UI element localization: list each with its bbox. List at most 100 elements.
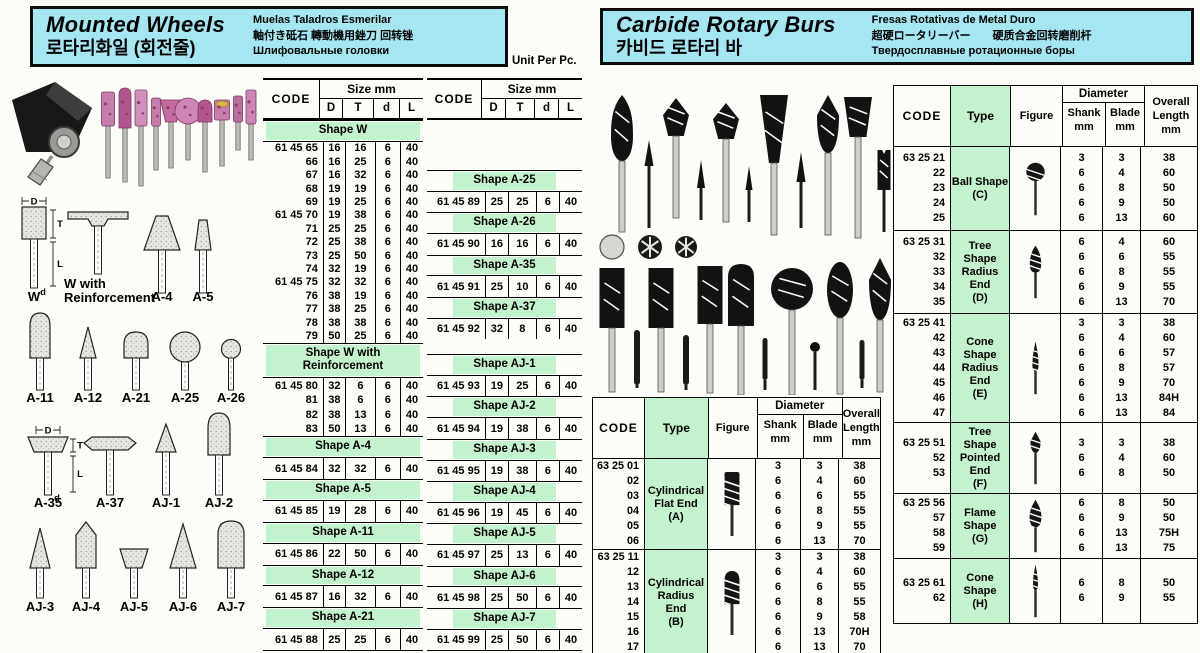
shape-diagram-label: AJ-4 — [72, 599, 101, 614]
shape-band-title: Shape A-25 — [453, 172, 556, 190]
dim-cell: 6 — [374, 315, 400, 330]
dimension-lines — [21, 197, 56, 287]
group-type-cell: Cylindrical Flat End (A) — [644, 459, 707, 549]
type-line: (E) — [972, 387, 988, 400]
dim-cell: 25 — [507, 375, 536, 397]
type-line: End — [665, 602, 687, 615]
diameter-subheaders: Shank mm Blade mm — [1063, 103, 1144, 146]
size-row: 74 32 19 6 40 — [263, 262, 423, 276]
dim-cell: 16 — [322, 586, 345, 608]
code-cell: 05 — [626, 520, 639, 532]
left-subtitle-spanish: Muelas Taladros Esmerilar — [252, 13, 392, 26]
dim-cell: 6 — [344, 378, 375, 393]
code-cell: 68 — [305, 182, 318, 195]
right-title: Carbide Rotary Burs — [616, 12, 836, 38]
value-cell: 70 — [853, 641, 866, 653]
code-cell: 03 — [626, 490, 639, 502]
shape-diagram: AJ-7 — [217, 520, 245, 614]
group-code-column: 63 25 51 52 53 — [894, 423, 950, 493]
type-line: Shape — [963, 519, 997, 532]
value-cell: 6 — [774, 626, 782, 638]
value-cell: 8 — [816, 596, 823, 608]
dim-cell: 6 — [535, 276, 559, 297]
type-line: Radius — [657, 589, 695, 602]
value-cell: 38 — [1162, 316, 1176, 329]
value-cell: 6 — [1078, 182, 1085, 194]
right-title-korean: 카비드 로타리 바 — [616, 38, 742, 59]
dim-cell: 8 — [507, 318, 536, 340]
shape-section-band: Shape AJ-5 — [427, 523, 582, 546]
value-cell: 55 — [853, 490, 866, 502]
code-cell: 25 — [932, 212, 945, 224]
group-figure-cell — [707, 459, 755, 549]
type-line: (F) — [972, 477, 988, 490]
group-figure-cell — [707, 550, 755, 653]
shape-diagram-label: AJ-5 — [120, 599, 148, 614]
value-cell: 9 — [816, 611, 823, 623]
shape-section-band: Shape W — [263, 120, 423, 142]
code-cell: 61 45 91 — [437, 280, 480, 293]
left-subtitles: Muelas Taladros Esmerilar 軸付き砥石 轉動機用銼刀 回… — [253, 13, 413, 61]
value-cell: 3 — [774, 551, 782, 563]
type-line: Cylindrical — [647, 576, 705, 589]
value-cell: 84 — [1162, 406, 1176, 419]
group-blade-column: 8 9 13 13 — [1102, 494, 1140, 558]
size-row: 61 45 94 19 38 6 40 — [427, 418, 582, 439]
value-cell: 70 — [853, 535, 866, 547]
group-code-column: 63 25 31 32 33 34 35 — [894, 231, 950, 313]
code-cell: 35 — [932, 295, 945, 308]
dim-cell: 6 — [374, 458, 400, 480]
code-cell: 61 45 90 — [437, 238, 480, 251]
value-cell: 13 — [1115, 391, 1128, 404]
value-cell: 60 — [1162, 167, 1176, 179]
value-cell: 55 — [1162, 280, 1176, 293]
code-cell: 02 — [626, 475, 639, 487]
size-row: 66 16 25 6 40 — [263, 155, 423, 169]
group-code-column: 63 25 11 12 13 14 15 16 17 — [593, 550, 644, 653]
shape-section-band: Shape A-21 — [263, 607, 423, 630]
dim-cell: 40 — [399, 168, 423, 182]
dim-label-T: T — [57, 219, 63, 230]
value-cell: 6 — [816, 490, 823, 502]
dim-cell: 16 — [507, 234, 536, 255]
dim-cell: 16 — [322, 155, 345, 169]
diameter-subheaders: Shank mm Blade mm — [758, 415, 842, 458]
left-title-korean: 로타리화일 (회전줄) — [46, 38, 196, 59]
dim-cell: 32 — [344, 275, 375, 290]
shape-section-band: Shape A-26 — [427, 212, 582, 235]
dim-cell: 40 — [399, 500, 423, 522]
shape-band-title: Shape A-35 — [453, 256, 556, 275]
dim-cell: 6 — [374, 500, 400, 522]
type-line: Cone — [966, 571, 994, 584]
code-cell: 44 — [932, 361, 945, 374]
dim-cell: 6 — [535, 234, 559, 255]
type-line: Shape — [963, 348, 997, 361]
value-cell: 55 — [853, 596, 866, 608]
dim-cell: 6 — [535, 318, 559, 340]
value-cell: 6 — [774, 596, 782, 608]
code-cell: 15 — [626, 611, 639, 623]
value-cell: 3 — [816, 460, 823, 472]
size-row: 61 45 70 19 38 6 40 — [263, 208, 423, 223]
value-cell: 13 — [1115, 542, 1128, 554]
dim-cell: 38 — [344, 315, 375, 330]
size-row: 61 45 99 25 50 6 40 — [427, 629, 582, 651]
code-cell: 63 25 61 — [902, 577, 945, 589]
dim-cell: 40 — [399, 208, 423, 223]
code-cell: 63 25 51 — [902, 436, 945, 449]
size-row: 76 38 19 6 40 — [263, 289, 423, 303]
value-cell: 50 — [1162, 197, 1176, 209]
right-subtitle-russian: Твердосплавные ротационные боры — [871, 45, 1075, 58]
shape-band-title: Shape A-11 — [266, 523, 420, 542]
dim-cell: 6 — [374, 378, 400, 393]
value-cell: 38 — [1162, 436, 1176, 449]
code-cell: 82 — [305, 408, 318, 421]
code-cell: 53 — [932, 466, 945, 479]
code-cell: 63 25 41 — [902, 316, 945, 329]
cone-radius-bur-icon — [1031, 341, 1039, 395]
dim-cell: 6 — [374, 392, 400, 408]
dim-cell: 40 — [558, 502, 582, 524]
code-cell: 77 — [305, 303, 318, 316]
